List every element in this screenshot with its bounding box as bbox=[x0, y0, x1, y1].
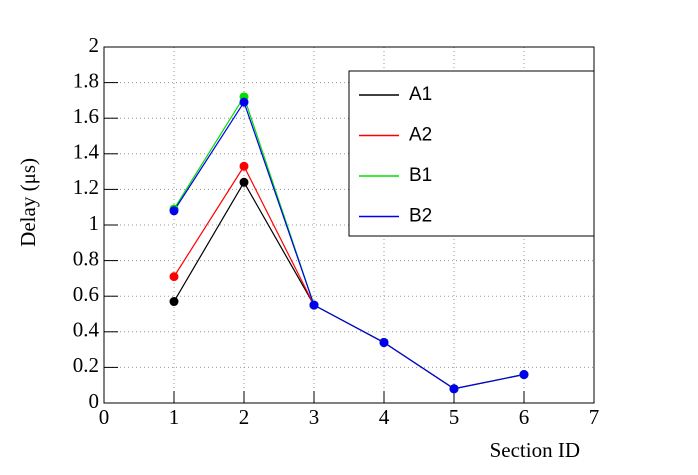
legend-label: A2 bbox=[409, 125, 432, 146]
series-line bbox=[173, 100, 525, 390]
y-tick-label: 0.8 bbox=[73, 246, 99, 270]
data-point bbox=[239, 177, 249, 187]
x-tick-label: 5 bbox=[449, 405, 460, 429]
y-tick-label: 2 bbox=[89, 33, 100, 57]
y-tick-label: 0.6 bbox=[73, 282, 99, 306]
legend-label: B1 bbox=[409, 165, 432, 186]
y-axis-label: Delay (μs) bbox=[16, 158, 40, 247]
y-tick-label: 1.2 bbox=[73, 175, 99, 199]
x-tick-label: 6 bbox=[519, 405, 530, 429]
data-point bbox=[169, 272, 179, 282]
x-tick-label: 4 bbox=[379, 405, 390, 429]
data-point bbox=[309, 300, 319, 310]
x-tick-label: 1 bbox=[169, 405, 180, 429]
x-tick-label: 7 bbox=[589, 405, 600, 429]
x-tick-label: 0 bbox=[99, 405, 110, 429]
y-tick-label: 1.6 bbox=[73, 104, 99, 128]
data-point bbox=[169, 297, 179, 307]
legend-label: B2 bbox=[409, 206, 432, 227]
x-tick-label: 3 bbox=[309, 405, 320, 429]
data-point bbox=[239, 97, 249, 107]
legend-label: A1 bbox=[409, 84, 432, 105]
x-axis-label: Section ID bbox=[490, 438, 580, 462]
legend-box bbox=[348, 70, 595, 237]
y-tick-label: 1 bbox=[89, 211, 100, 235]
y-tick-label: 1.4 bbox=[73, 140, 100, 164]
data-point bbox=[169, 206, 179, 216]
data-point bbox=[519, 370, 529, 380]
data-point bbox=[239, 161, 249, 171]
y-tick-label: 0 bbox=[89, 389, 100, 413]
data-point bbox=[379, 337, 389, 347]
x-tick-label: 2 bbox=[239, 405, 250, 429]
y-tick-label: 1.8 bbox=[73, 68, 99, 92]
y-tick-label: 0.2 bbox=[73, 353, 99, 377]
data-point bbox=[449, 384, 459, 394]
y-tick-label: 0.4 bbox=[73, 318, 100, 342]
